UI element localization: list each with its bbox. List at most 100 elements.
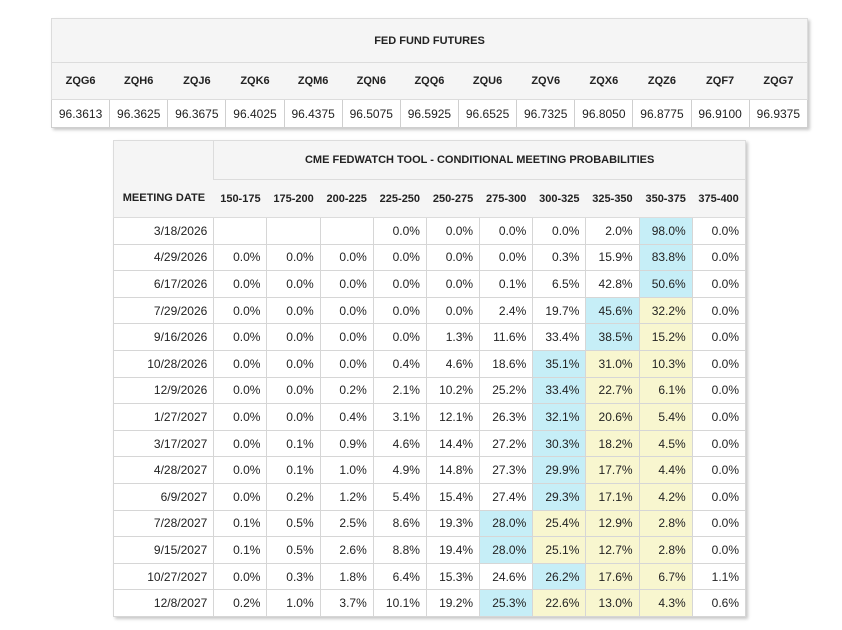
contract-price: 96.3625 — [109, 99, 169, 128]
probability-cell: 0.0% — [691, 482, 747, 511]
contract-price: 96.5925 — [399, 99, 459, 128]
contract-price: 96.8775 — [632, 99, 692, 128]
probability-cell: 50.6% — [638, 270, 693, 298]
probability-cell: 22.6% — [532, 589, 587, 617]
probability-cell: 22.7% — [585, 376, 640, 405]
probability-cell: 8.6% — [372, 509, 427, 538]
probability-cell: 2.0% — [585, 217, 640, 245]
probability-cell: 0.1% — [213, 536, 268, 564]
probability-cell: 0.0% — [319, 243, 374, 272]
probability-cell: 15.9% — [585, 243, 640, 272]
probability-cell: 18.6% — [479, 349, 534, 378]
probability-cell: 0.0% — [266, 243, 321, 272]
meeting-date: 3/17/2027 — [112, 429, 215, 458]
contract-price: 96.8050 — [574, 99, 634, 128]
probability-cell: 4.4% — [638, 456, 693, 484]
contract-price: 96.3613 — [50, 99, 111, 128]
probability-cell: 0.2% — [266, 482, 321, 511]
probability-cell: 0.0% — [425, 270, 481, 298]
probability-cell: 0.0% — [372, 243, 427, 272]
meeting-date-header: MEETING DATE — [112, 179, 214, 218]
probability-cell: 2.4% — [479, 296, 534, 325]
probability-cell: 35.1% — [532, 349, 587, 378]
probability-cell: 0.0% — [425, 243, 481, 272]
probability-cell: 17.7% — [585, 456, 640, 484]
rate-range-header: 375-400 — [692, 179, 747, 218]
fedwatch-probabilities-table: CME FEDWATCH TOOL - CONDITIONAL MEETING … — [112, 140, 747, 617]
probability-cell: 26.2% — [532, 562, 587, 591]
futures-price-row: 96.3613 96.3625 96.3675 96.4025 96.4375 … — [50, 99, 809, 128]
meeting-date: 3/18/2026 — [112, 217, 215, 245]
contract-price: 96.9100 — [690, 99, 750, 128]
probability-cell: 25.2% — [479, 376, 534, 405]
meeting-date: 7/28/2027 — [112, 509, 215, 538]
probability-cell: 19.7% — [532, 296, 587, 325]
probability-cell: 0.0% — [691, 509, 747, 538]
probability-cell: 4.6% — [372, 429, 427, 458]
meeting-row: 4/28/2027 0.0% 0.1% 1.0% 4.9% 14.8% 27.3% 29.9%… — [112, 456, 747, 484]
probability-cell: 10.1% — [372, 589, 427, 617]
probability-cell: 18.2% — [585, 429, 640, 458]
probability-cell: 0.0% — [213, 562, 268, 591]
contract-price: 96.4375 — [283, 99, 343, 128]
contract-header: ZQM6 — [283, 62, 343, 100]
probability-cell: 3.1% — [372, 403, 427, 431]
meeting-date: 10/28/2026 — [112, 349, 215, 378]
probability-cell: 42.8% — [585, 270, 640, 298]
probability-cell: 0.3% — [266, 562, 321, 591]
probability-cell: 33.4% — [532, 376, 587, 405]
probability-cell: 14.8% — [425, 456, 481, 484]
contract-header: ZQJ6 — [167, 62, 226, 100]
probability-cell: 0.0% — [266, 296, 321, 325]
probability-cell: 25.1% — [532, 536, 587, 564]
probability-cell: 13.0% — [585, 589, 640, 617]
probability-cell: 0.0% — [372, 217, 427, 245]
rate-range-header: 225-250 — [373, 179, 427, 218]
probability-cell: 0.0% — [213, 323, 268, 351]
probability-cell: 0.4% — [372, 349, 427, 378]
probability-cell: 0.0% — [266, 270, 321, 298]
probability-cell: 12.7% — [585, 536, 640, 564]
probability-cell: 6.5% — [532, 270, 587, 298]
probability-cell: 0.0% — [266, 323, 321, 351]
probability-cell: 0.1% — [479, 270, 534, 298]
contract-header: ZQV6 — [516, 62, 575, 100]
probability-cell: 0.0% — [213, 296, 268, 325]
probability-cell: 0.0% — [372, 270, 427, 298]
meeting-row: 4/29/2026 0.0% 0.0% 0.0% 0.0% 0.0% 0.0% 0.3% 15.… — [112, 243, 747, 272]
table-corner — [112, 140, 215, 180]
rate-range-header: 175-200 — [266, 179, 321, 218]
probability-cell: 10.3% — [638, 349, 693, 378]
futures-title: FED FUND FUTURES — [51, 18, 808, 63]
probability-cell: 20.6% — [585, 403, 640, 431]
probability-cell: 0.0% — [479, 243, 534, 272]
probability-cell: 27.4% — [479, 482, 534, 511]
probability-cell — [213, 217, 268, 245]
probability-cell: 4.5% — [638, 429, 693, 458]
rate-range-header: 275-300 — [479, 179, 533, 218]
contract-price: 96.6525 — [457, 99, 518, 128]
probability-cell: 29.3% — [532, 482, 587, 511]
probability-cell: 1.2% — [319, 482, 374, 511]
meeting-row: 3/18/2026 0.0% 0.0% 0.0% 0.0% 2.0% 98.0% 0.0% — [112, 217, 747, 245]
probability-cell: 0.0% — [319, 270, 374, 298]
probability-cell: 0.0% — [691, 429, 747, 458]
probability-cell: 1.0% — [266, 589, 321, 617]
meeting-date: 6/9/2027 — [112, 482, 215, 511]
probability-cell: 0.0% — [372, 323, 427, 351]
probability-cell: 0.4% — [319, 403, 374, 431]
contract-header: ZQN6 — [341, 62, 401, 100]
probability-cell: 0.6% — [691, 589, 747, 617]
probability-cell: 2.8% — [638, 509, 693, 538]
probability-cell: 4.3% — [638, 589, 693, 617]
meeting-date: 10/27/2027 — [112, 562, 215, 591]
contract-price: 96.9375 — [748, 99, 809, 128]
meeting-date: 9/15/2027 — [112, 536, 215, 564]
contract-header: ZQQ6 — [399, 62, 459, 100]
probability-cell: 3.7% — [319, 589, 374, 617]
meeting-row: 12/8/2027 0.2% 1.0% 3.7% 10.1% 19.2% 25.3% 22.6… — [112, 589, 747, 617]
meeting-row: 10/28/2026 0.0% 0.0% 0.0% 0.4% 4.6% 18.6% 35.1%… — [112, 349, 747, 378]
meeting-row: 3/17/2027 0.0% 0.1% 0.9% 4.6% 14.4% 27.2% 30.3%… — [112, 429, 747, 458]
contract-header: ZQK6 — [225, 62, 285, 100]
probability-cell: 0.0% — [266, 376, 321, 405]
